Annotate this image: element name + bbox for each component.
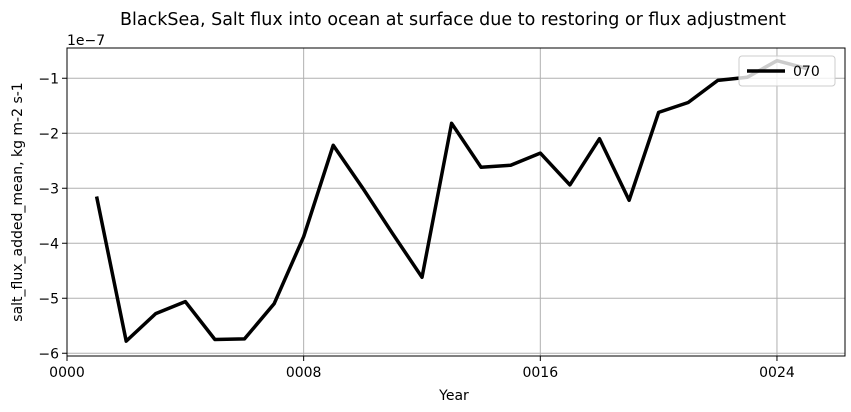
x-tick-label: 0000 — [49, 365, 85, 381]
y-offset-label: 1e−7 — [67, 33, 105, 49]
x-tick-label: 0008 — [286, 365, 322, 381]
series-line-070 — [94, 58, 807, 343]
plot-frame — [66, 47, 846, 357]
chart-title: BlackSea, Salt flux into ocean at surfac… — [120, 10, 786, 30]
axis-ticks: 0000 0008 0016 0024 −6 −5 −4 −3 −2 −1 — [38, 71, 795, 381]
legend-box — [738, 55, 836, 87]
x-tick-label: 0016 — [522, 365, 558, 381]
grid-lines — [66, 48, 845, 356]
y-tick-label: −6 — [38, 346, 59, 362]
legend: 070 — [738, 55, 836, 87]
y-tick-label: −5 — [38, 291, 59, 307]
y-tick-label: −2 — [38, 126, 59, 142]
y-tick-label: −1 — [38, 71, 59, 87]
x-tick-label: 0024 — [759, 365, 795, 381]
y-tick-label: −3 — [38, 181, 59, 197]
series-lines — [94, 58, 807, 343]
legend-label-070: 070 — [793, 64, 820, 80]
x-axis-label: Year — [438, 388, 469, 404]
y-axis-label: salt_flux_added_mean, kg m-2 s-1 — [10, 82, 26, 321]
y-tick-label: −4 — [38, 236, 59, 252]
